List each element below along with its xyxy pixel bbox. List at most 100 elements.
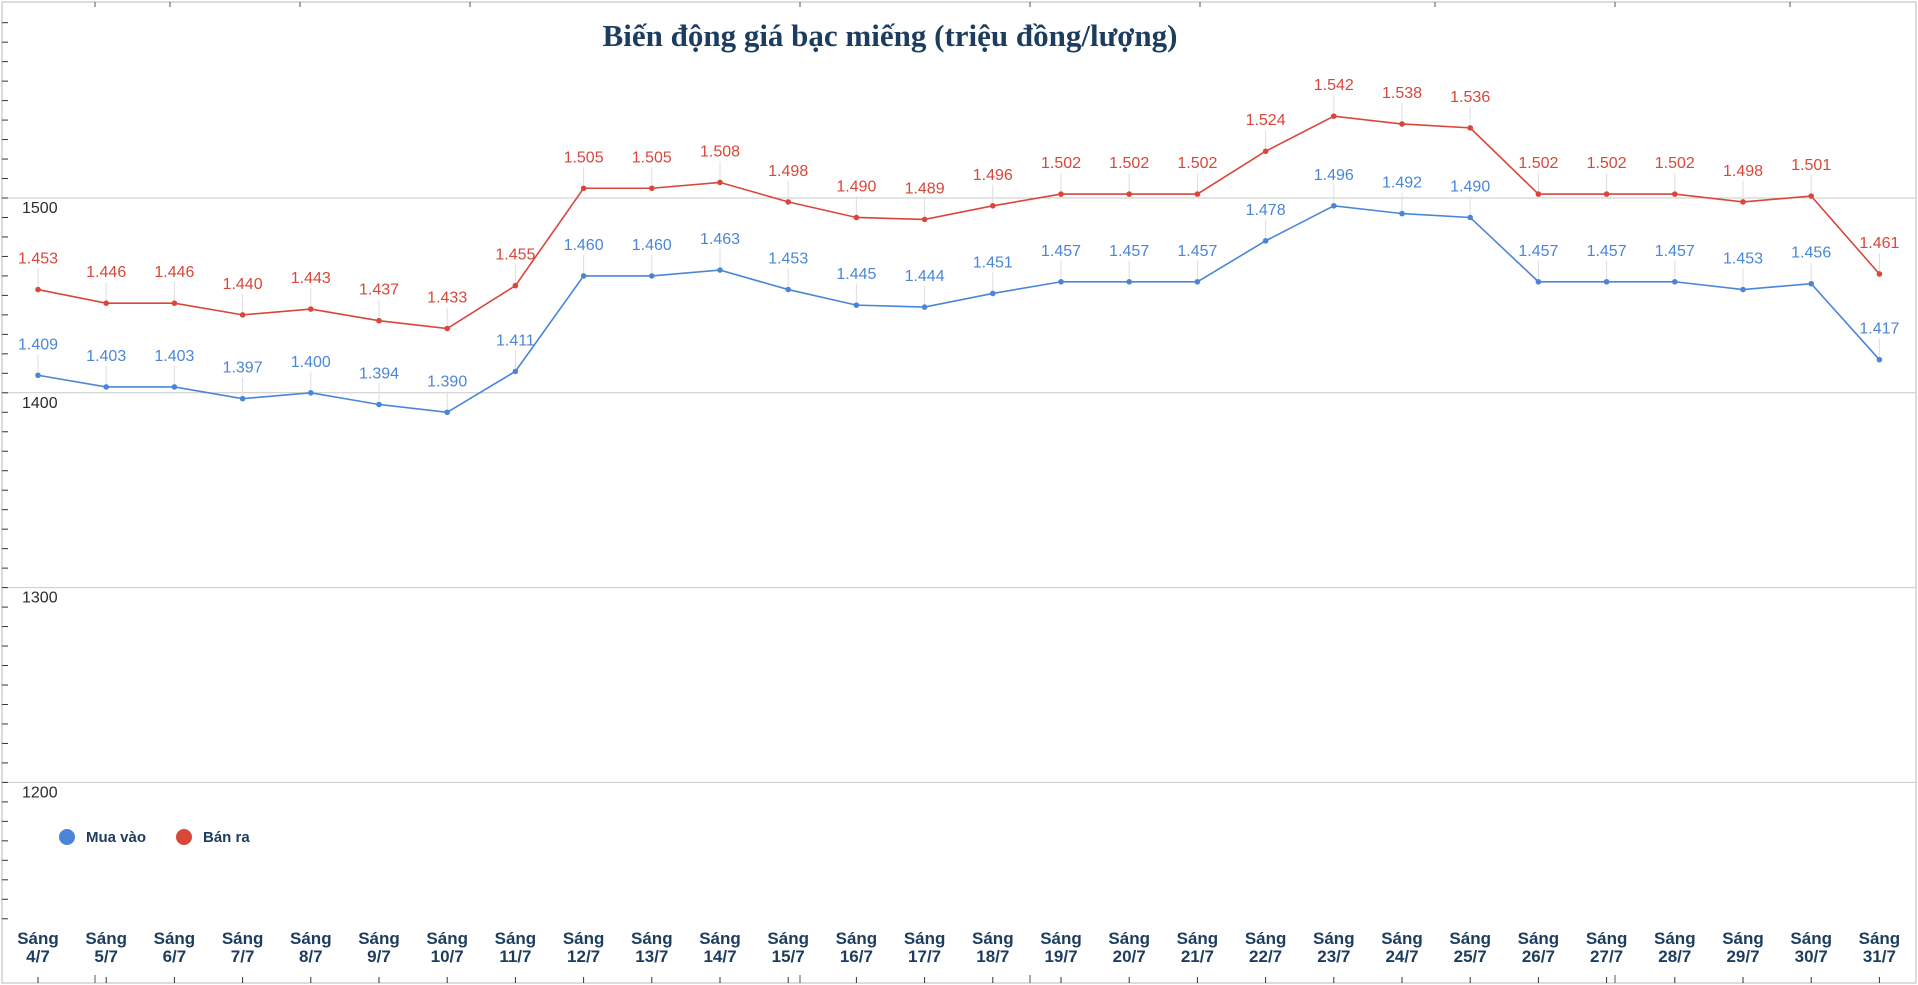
- data-label: 1.502: [1587, 155, 1627, 172]
- x-tick-label: 13/7: [635, 947, 668, 966]
- data-label: 1.538: [1382, 85, 1422, 102]
- x-tick-label: Sáng: [904, 929, 946, 948]
- data-label: 1.457: [1518, 243, 1558, 260]
- data-point: [512, 282, 519, 289]
- data-label: 1.460: [564, 237, 604, 254]
- x-tick-label: 12/7: [567, 947, 600, 966]
- data-point: [35, 372, 41, 379]
- axis-tick-marks: [2, 2, 1880, 983]
- x-tick-label: Sáng: [1177, 929, 1219, 948]
- y-tick-label: 1400: [22, 395, 58, 412]
- data-point: [35, 286, 41, 293]
- data-point: [1740, 286, 1746, 293]
- x-tick-label: Sáng: [972, 929, 1014, 948]
- x-tick-label: Sáng: [1586, 929, 1628, 948]
- data-point: [1535, 278, 1542, 285]
- data-label: 1.501: [1791, 157, 1831, 174]
- data-label: 1.502: [1655, 155, 1695, 172]
- x-tick-label: 8/7: [299, 947, 323, 966]
- data-label: 1.502: [1041, 155, 1081, 172]
- series-ban-ra: [35, 113, 1883, 332]
- x-tick-label: 15/7: [772, 947, 805, 966]
- data-label: 1.463: [700, 231, 740, 248]
- x-tick-label: Sáng: [85, 929, 127, 948]
- chart-title: Biến động giá bạc miếng (triệu đồng/lượn…: [603, 18, 1178, 53]
- data-point: [649, 273, 655, 279]
- x-tick-label: Sáng: [563, 929, 605, 948]
- data-point: [1399, 210, 1405, 217]
- data-point: [239, 312, 246, 318]
- data-point: [1535, 191, 1542, 197]
- data-point: [580, 273, 587, 279]
- x-tick-label: 18/7: [976, 947, 1009, 966]
- data-point: [580, 185, 587, 192]
- data-point: [171, 384, 178, 390]
- data-point: [444, 409, 451, 416]
- data-point: [1058, 191, 1064, 197]
- legend-marker: [59, 829, 75, 845]
- x-tick-label: Sáng: [154, 929, 196, 948]
- data-label: 1.451: [973, 254, 1013, 271]
- data-label: 1.455: [495, 247, 535, 264]
- data-label: 1.400: [291, 354, 331, 371]
- data-label: 1.456: [1791, 245, 1831, 262]
- data-point: [1058, 278, 1064, 285]
- x-tick-label: 17/7: [908, 947, 941, 966]
- x-tick-label: 30/7: [1795, 947, 1828, 966]
- data-point: [921, 304, 928, 310]
- data-point: [444, 325, 451, 332]
- x-tick-label: 19/7: [1044, 947, 1077, 966]
- data-label: 1.394: [359, 365, 399, 382]
- data-label: 1.403: [154, 348, 194, 365]
- x-tick-label: 31/7: [1863, 947, 1896, 966]
- data-label: 1.490: [836, 178, 876, 195]
- x-tick-label: Sáng: [1449, 929, 1491, 948]
- data-label: 1.542: [1314, 77, 1354, 94]
- x-tick-label: Sáng: [836, 929, 878, 948]
- data-label: 1.498: [768, 163, 808, 180]
- data-point: [785, 286, 791, 293]
- series-line: [37, 115, 1881, 330]
- legend-label: Mua vào: [86, 829, 146, 846]
- data-point: [1876, 271, 1883, 277]
- x-tick-label: 10/7: [431, 947, 464, 966]
- x-tick-label: Sáng: [631, 929, 673, 948]
- data-point: [376, 317, 382, 324]
- data-point: [1194, 191, 1201, 197]
- data-label: 1.444: [905, 268, 945, 285]
- legend: Mua vào Bán ra: [59, 829, 250, 846]
- data-point: [717, 179, 723, 186]
- x-tick-label: 11/7: [499, 947, 531, 966]
- x-tick-label: 28/7: [1658, 947, 1691, 966]
- legend-marker: [176, 829, 192, 845]
- data-point: [990, 290, 996, 297]
- x-tick-label: 7/7: [231, 947, 255, 966]
- data-point: [1126, 278, 1132, 285]
- x-tick-label: 27/7: [1590, 947, 1623, 966]
- data-point: [853, 214, 860, 221]
- data-label: 1.489: [905, 180, 945, 197]
- x-tick-label: 29/7: [1726, 947, 1759, 966]
- x-tick-label: Sáng: [1722, 929, 1764, 948]
- data-label: 1.457: [1109, 243, 1149, 260]
- data-label: 1.445: [836, 266, 876, 283]
- y-tick-label: 1200: [22, 784, 58, 801]
- data-point: [1331, 202, 1337, 209]
- data-label: 1.496: [973, 167, 1013, 184]
- data-point: [376, 401, 382, 408]
- x-tick-label: Sáng: [1518, 929, 1560, 948]
- x-tick-label: Sáng: [767, 929, 809, 948]
- x-tick-label: 24/7: [1385, 947, 1418, 966]
- x-tick-label: Sáng: [1790, 929, 1832, 948]
- series-line: [37, 204, 1880, 414]
- x-tick-label: Sáng: [699, 929, 741, 948]
- data-point: [103, 384, 109, 390]
- data-label: 1.390: [427, 373, 467, 390]
- x-tick-label: 4/7: [26, 947, 50, 966]
- data-label: 1.490: [1450, 178, 1490, 195]
- data-label: 1.502: [1518, 155, 1558, 172]
- data-label: 1.397: [223, 360, 263, 377]
- data-point: [1740, 199, 1746, 205]
- x-tick-label: Sáng: [290, 929, 332, 948]
